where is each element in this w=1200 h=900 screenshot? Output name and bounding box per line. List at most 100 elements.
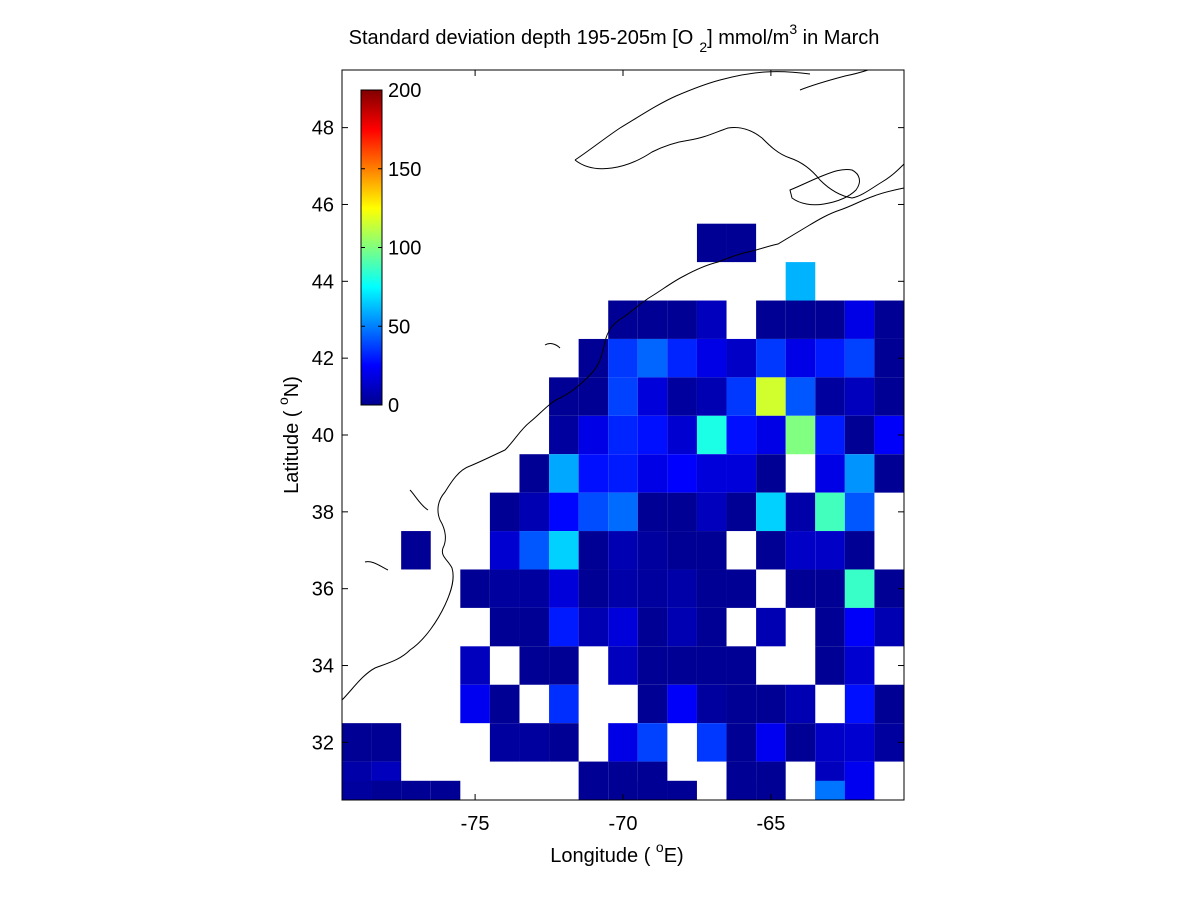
heatmap-cell — [844, 300, 875, 339]
heatmap-cell — [844, 684, 875, 724]
heatmap-cell — [460, 684, 490, 724]
heatmap-cell — [844, 454, 875, 493]
heatmap-cell — [549, 607, 579, 647]
heatmap-cell — [637, 300, 668, 339]
heatmap-cell — [578, 415, 609, 455]
heatmap-cell — [460, 569, 490, 608]
heatmap-cell — [637, 684, 668, 724]
heatmap-cell — [637, 377, 668, 416]
heatmap-cell — [549, 415, 579, 455]
heatmap-cell — [874, 377, 904, 416]
heatmap-cell — [608, 338, 638, 378]
heatmap-cell — [667, 684, 697, 724]
heatmap-cell — [519, 569, 550, 608]
colorbar-tick-label: 0 — [388, 395, 399, 417]
colorbar-tick-label: 200 — [388, 80, 421, 102]
heatmap-cell — [489, 607, 520, 647]
heatmap-cell — [844, 761, 875, 800]
heatmap-cell — [815, 415, 845, 455]
heatmap-cell — [874, 684, 904, 724]
coastline — [341, 69, 905, 701]
heatmap-cell — [667, 415, 697, 455]
y-tick-label: 46 — [312, 194, 334, 216]
y-tick-label: 36 — [312, 579, 334, 601]
heatmap-cell — [667, 454, 697, 493]
heatmap-cell — [637, 415, 668, 455]
x-tick-label: -70 — [609, 813, 638, 835]
heatmap-cell — [756, 531, 786, 570]
y-tick-label: 44 — [312, 271, 334, 293]
heatmap-cell — [756, 454, 786, 493]
heatmap-cell — [489, 531, 520, 570]
heatmap-cell — [844, 607, 875, 647]
heatmap-cell — [844, 377, 875, 416]
heatmap-cell — [519, 531, 550, 570]
heatmap-cell — [637, 531, 668, 570]
heatmap-cell — [578, 607, 609, 647]
heatmap-cell — [785, 415, 816, 455]
heatmap-cell — [696, 723, 727, 762]
heatmap-cell — [608, 607, 638, 647]
heatmap-cell — [844, 415, 875, 455]
heatmap-cell — [696, 454, 727, 493]
heatmap-cell — [815, 723, 845, 762]
heatmap-cell — [785, 723, 816, 762]
heatmap-cell — [874, 454, 904, 493]
x-tick-label: -75 — [461, 813, 490, 835]
heatmap-cell — [785, 338, 816, 378]
heatmap-cell — [785, 262, 816, 301]
heatmap-cell — [844, 531, 875, 570]
heatmap-cell — [785, 531, 816, 570]
heatmap-cell — [874, 607, 904, 647]
heatmap-cell — [489, 684, 520, 724]
heatmap-cell — [608, 377, 638, 416]
heatmap-cell — [637, 646, 668, 685]
heatmap-cell — [815, 607, 845, 647]
x-axis-label: Longitude ( oE) — [550, 839, 683, 867]
heatmap-cell — [696, 415, 727, 455]
heatmap-cell — [785, 684, 816, 724]
heatmap-cell — [844, 569, 875, 608]
heatmap-cell — [549, 492, 579, 532]
heatmap-cell — [726, 454, 757, 493]
heatmap-cell — [785, 492, 816, 532]
heatmap-cells — [342, 223, 904, 800]
heatmap-cell — [519, 492, 550, 532]
heatmap-cell — [667, 338, 697, 378]
heatmap-cell — [844, 338, 875, 378]
heatmap-cell — [667, 377, 697, 416]
heatmap-cell — [608, 761, 638, 800]
heatmap-cell — [696, 377, 727, 416]
heatmap-cell — [756, 415, 786, 455]
heatmap-cell — [578, 454, 609, 493]
y-tick-label: 38 — [312, 502, 334, 524]
heatmap-cell — [578, 492, 609, 532]
y-tick-label: 32 — [312, 732, 334, 754]
heatmap-cell — [637, 454, 668, 493]
y-tick-label: 42 — [312, 348, 334, 370]
heatmap-cell — [726, 415, 757, 455]
heatmap-cell — [608, 531, 638, 570]
heatmap-cell — [756, 607, 786, 647]
heatmap-cell — [401, 780, 431, 800]
heatmap-cell — [578, 531, 609, 570]
heatmap-cell — [608, 492, 638, 532]
heatmap-cell — [608, 454, 638, 493]
y-axis-label: Latitude ( oN) — [275, 376, 303, 494]
y-tick-label: 34 — [312, 656, 334, 678]
heatmap-cell — [342, 780, 372, 800]
heatmap-cell — [489, 723, 520, 762]
heatmap-cell — [489, 569, 520, 608]
heatmap-cell — [726, 646, 757, 685]
heatmap-cell — [756, 723, 786, 762]
heatmap-cell — [519, 646, 550, 685]
heatmap-cell — [696, 531, 727, 570]
heatmap-cell — [756, 300, 786, 339]
heatmap-cell — [578, 761, 609, 800]
heatmap-cell — [637, 569, 668, 608]
heatmap-cell — [696, 492, 727, 532]
heatmap-cell — [815, 300, 845, 339]
heatmap-cell — [726, 377, 757, 416]
heatmap-cell — [815, 338, 845, 378]
heatmap-cell — [667, 646, 697, 685]
